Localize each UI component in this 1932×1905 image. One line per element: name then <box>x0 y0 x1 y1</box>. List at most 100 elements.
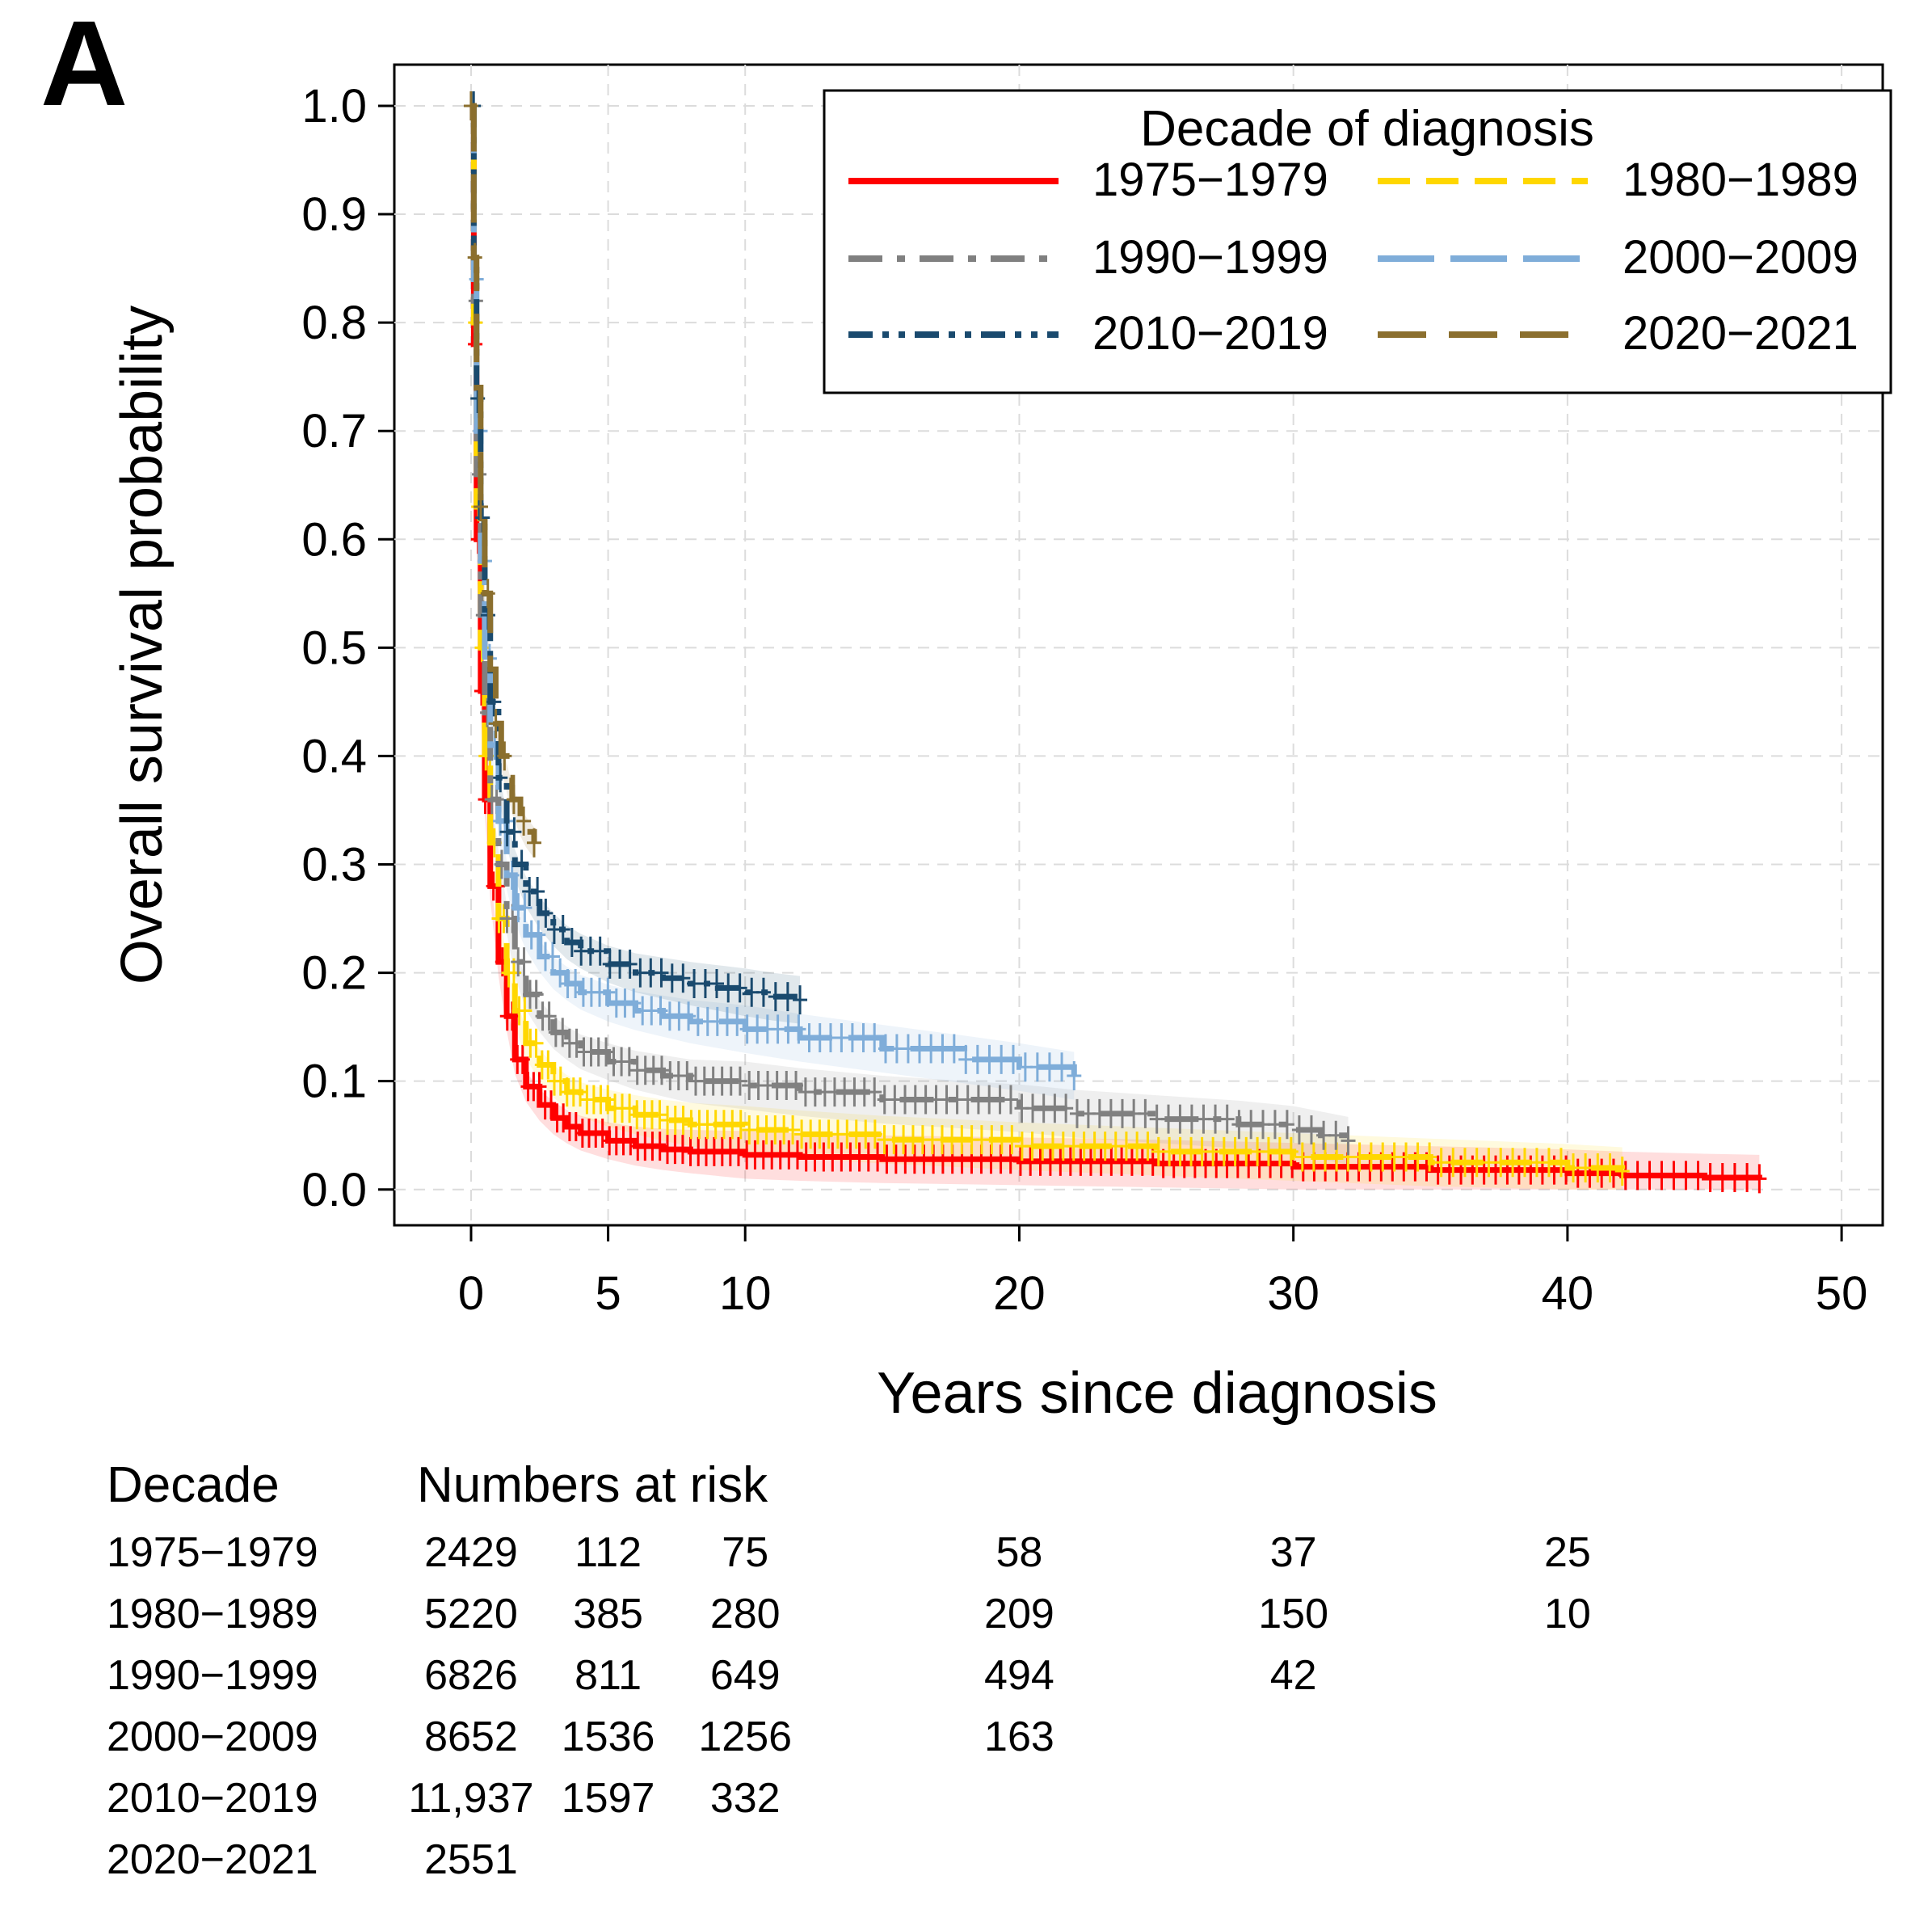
censor-mark-2-95 <box>1328 1120 1344 1150</box>
risk-cell-0-0: 2429 <box>424 1529 518 1576</box>
censor-mark-4-36 <box>793 985 808 1015</box>
y-axis-title: Overall survival probability <box>110 306 175 984</box>
risk-row-label-0: 1975−1979 <box>107 1529 318 1576</box>
risk-cell-1-3: 209 <box>984 1591 1054 1637</box>
risk-cell-1-2: 280 <box>710 1591 781 1637</box>
legend-label-0: 1975−1979 <box>1092 154 1328 206</box>
risk-row-label-3: 2000−2009 <box>107 1713 318 1760</box>
censor-mark-2-96 <box>1341 1126 1356 1156</box>
censor-mark-4-12 <box>538 898 554 928</box>
x-axis: 0 5 10 20 30 40 50 <box>458 1225 1868 1320</box>
censor-mark-3-9 <box>504 860 520 890</box>
censor-mark-2-24 <box>599 1037 614 1067</box>
risk-cell-1-4: 150 <box>1258 1591 1328 1637</box>
censor-mark-1-43 <box>733 1110 748 1140</box>
censor-mark-2-16 <box>541 1001 557 1031</box>
censor-mark-5-2 <box>473 492 488 522</box>
legend-label-1: 1980−1989 <box>1623 154 1858 206</box>
censor-mark-5-8 <box>527 828 542 858</box>
y-tick-label-5: 0.5 <box>301 622 367 674</box>
legend-box <box>823 89 1892 394</box>
censor-mark-5-4 <box>488 709 503 739</box>
risk-header-numbers: Numbers at risk <box>417 1457 768 1513</box>
censor-mark-3-11 <box>517 893 532 923</box>
censor-mark-2-67 <box>1003 1085 1018 1115</box>
plot-frame <box>393 63 1884 1227</box>
censor-mark-1-22 <box>573 1077 588 1107</box>
censor-mark-0-138 <box>1715 1163 1730 1192</box>
risk-cell-4-2: 332 <box>710 1775 781 1822</box>
censor-mark-1-36 <box>676 1105 691 1135</box>
risk-cell-5-0: 2551 <box>424 1836 518 1883</box>
censor-mark-5-5 <box>497 741 512 771</box>
censor-mark-5-0 <box>463 91 478 120</box>
censor-mark-4-29 <box>709 969 725 998</box>
censor-mark-1-121 <box>1553 1148 1568 1178</box>
censor-mark-1-15 <box>528 1028 544 1058</box>
censor-mark-0-37 <box>675 1135 690 1165</box>
censor-mark-3-63 <box>1029 1052 1045 1082</box>
censor-mark-3-16 <box>553 958 568 988</box>
censor-mark-1-126 <box>1614 1156 1630 1186</box>
y-tick-label-0: 0.0 <box>301 1164 367 1216</box>
risk-row-label-2: 1990−1999 <box>107 1652 318 1699</box>
y-tick-label-8: 0.8 <box>301 297 367 349</box>
risk-cell-0-5: 25 <box>1544 1529 1591 1576</box>
censor-mark-0-141 <box>1752 1164 1767 1194</box>
censor-mark-0-135 <box>1678 1161 1694 1191</box>
x-tick-label-1: 5 <box>595 1267 621 1320</box>
censor-mark-3-15 <box>545 942 560 971</box>
x-tick-label-6: 50 <box>1816 1267 1868 1320</box>
legend-label-2: 1990−1999 <box>1092 231 1328 284</box>
censor-mark-4-31 <box>732 973 747 1003</box>
censor-mark-3-42 <box>791 1014 806 1044</box>
censor-mark-3-65 <box>1054 1052 1070 1082</box>
censor-mark-1-33 <box>652 1100 667 1130</box>
censor-mark-4-21 <box>622 949 638 979</box>
risk-cell-3-3: 163 <box>984 1713 1054 1760</box>
panel-label: A <box>40 0 128 131</box>
censor-mark-4-9 <box>514 849 529 879</box>
x-tick-label-0: 0 <box>458 1267 484 1320</box>
censor-mark-4-34 <box>768 982 783 1012</box>
censor-mark-5-3 <box>480 579 495 609</box>
x-tick-label-2: 10 <box>719 1267 772 1320</box>
risk-header-decade: Decade <box>107 1457 280 1513</box>
y-tick-label-9: 0.9 <box>301 188 367 241</box>
risk-row-label-5: 2020−2021 <box>107 1836 318 1883</box>
censor-mark-3-61 <box>1005 1044 1021 1074</box>
risk-cell-2-1: 811 <box>575 1652 642 1699</box>
censor-mark-1-124 <box>1590 1153 1606 1182</box>
censor-mark-2-79 <box>1138 1098 1153 1128</box>
censor-mark-3-25 <box>626 988 642 1018</box>
censor-mark-4-33 <box>756 977 771 1007</box>
censor-mark-5-6 <box>506 785 521 815</box>
censor-mark-1-58 <box>867 1119 882 1149</box>
y-tick-label-4: 0.4 <box>301 730 367 782</box>
censor-mark-0-136 <box>1690 1161 1706 1191</box>
censor-mark-1-98 <box>1283 1136 1299 1166</box>
legend-label-5: 2020−2021 <box>1623 307 1858 360</box>
censor-mark-0-16 <box>532 1072 547 1102</box>
censor-mark-2-14 <box>528 980 544 1009</box>
censor-mark-1-85 <box>1140 1132 1155 1161</box>
censor-mark-1-120 <box>1541 1148 1556 1178</box>
censor-mark-2-46 <box>789 1071 804 1101</box>
censor-mark-2-91 <box>1279 1110 1294 1140</box>
y-axis: 0.0 0.1 0.2 0.3 0.4 0.5 0.6 0.7 0.8 0.9 1.0 <box>301 80 394 1216</box>
censor-mark-3-28 <box>653 996 668 1026</box>
censor-mark-1-49 <box>785 1115 801 1145</box>
censor-mark-4-24 <box>654 958 669 988</box>
censor-mark-0-134 <box>1666 1161 1682 1191</box>
risk-cell-1-1: 385 <box>573 1591 643 1637</box>
censor-mark-1-29 <box>622 1094 638 1123</box>
censor-mark-4-6 <box>493 763 508 793</box>
censor-mark-4-18 <box>592 936 608 966</box>
censor-mark-2-27 <box>621 1047 637 1077</box>
y-tick-label-3: 0.3 <box>301 839 367 891</box>
risk-cell-2-2: 649 <box>710 1652 781 1699</box>
series-line-5 <box>470 103 537 843</box>
censor-mark-0-60 <box>870 1142 886 1172</box>
risk-row-label-4: 2010−2019 <box>107 1775 318 1822</box>
censor-mark-0-22 <box>568 1111 583 1141</box>
